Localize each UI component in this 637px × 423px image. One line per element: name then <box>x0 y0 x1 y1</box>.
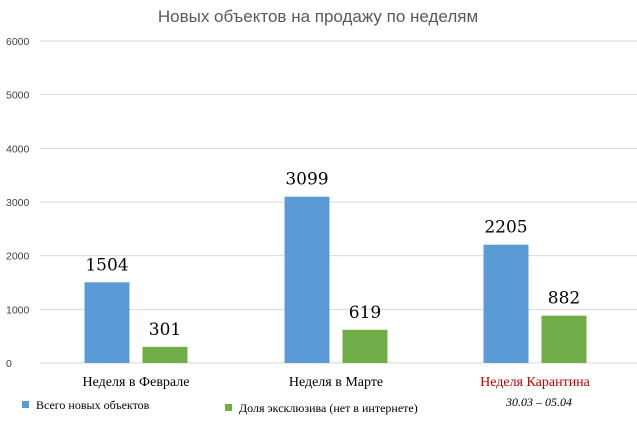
data-label: 2205 <box>484 218 527 238</box>
data-label: 619 <box>349 303 381 323</box>
bar-exclusive <box>142 346 188 363</box>
legend-label-exclusive: Доля эксклюзива (нет в интернете) <box>239 401 418 415</box>
bar-total <box>483 244 529 363</box>
data-label: 1504 <box>85 255 128 275</box>
y-tick-label: 5000 <box>6 90 30 102</box>
category-label: Неделя в Марте <box>289 375 383 390</box>
category-sublabel: 30.03 – 05.04 <box>505 395 572 409</box>
legend: Всего новых объектов Доля эксклюзива (не… <box>22 398 418 415</box>
y-tick-label: 4000 <box>6 143 30 155</box>
bar-exclusive <box>541 315 587 363</box>
bar-total <box>284 196 330 363</box>
legend-label-total: Всего новых объектов <box>36 398 150 412</box>
y-tick-label: 6000 <box>6 36 30 48</box>
bars <box>84 196 587 363</box>
chart-title: Новых объектов на продажу по неделям <box>158 7 478 26</box>
gridlines <box>40 40 637 364</box>
data-label: 3099 <box>285 170 328 190</box>
category-labels: Неделя в Феврале Неделя в Марте Неделя Кар… <box>83 375 591 409</box>
data-label: 301 <box>149 320 181 340</box>
category-label: Неделя Карантина <box>480 375 591 390</box>
y-tick-label: 0 <box>6 358 12 370</box>
bar-exclusive <box>342 329 388 363</box>
y-axis-ticks: 0 1000 2000 3000 4000 5000 6000 <box>6 36 30 370</box>
data-labels: 1504 301 3099 619 2205 882 <box>85 170 580 340</box>
y-tick-label: 2000 <box>6 251 30 263</box>
bar-total <box>84 282 130 363</box>
legend-swatch-exclusive <box>225 404 232 411</box>
category-label: Неделя в Феврале <box>83 375 190 390</box>
data-label: 882 <box>548 289 580 309</box>
y-tick-label: 1000 <box>6 304 30 316</box>
y-tick-label: 3000 <box>6 197 30 209</box>
legend-swatch-total <box>22 401 29 408</box>
